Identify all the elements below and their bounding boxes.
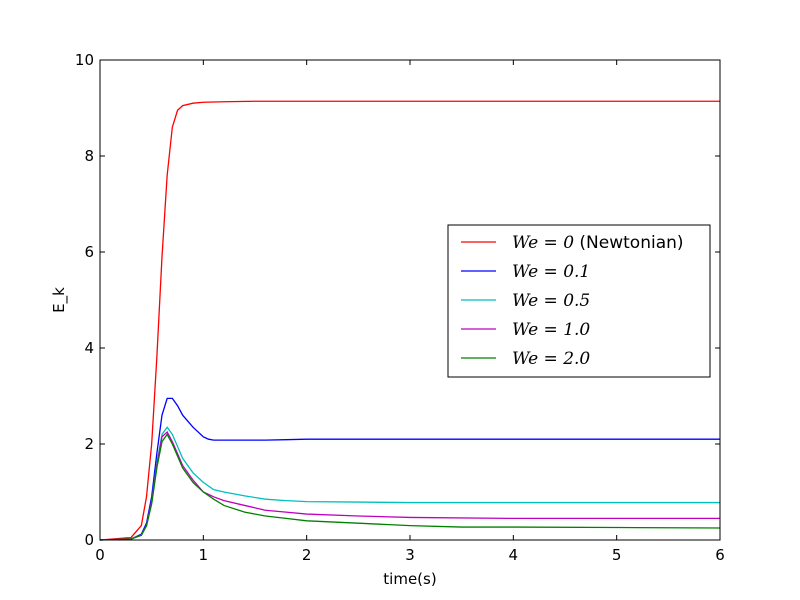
axis-tick-labels: 0 1 2 3 4 5 6 0 2 4 6 8 10 [75,51,725,564]
x-tick-label: 0 [95,546,105,564]
legend-label-0: We = 0 (Newtonian) [512,233,684,253]
x-tick-label: 1 [199,546,209,564]
legend-box [447,224,711,378]
legend-label-math-2: We = 0.5 [512,291,590,311]
series-line-3 [99,430,720,541]
legend-label-math-1: We = 0.1 [512,262,590,282]
x-tick-label: 4 [509,546,519,564]
y-tick-label: 10 [75,51,94,69]
y-tick-label: 6 [84,243,94,261]
x-tick-label: 2 [302,546,312,564]
y-tick-label: 2 [84,435,94,453]
legend-label-1: We = 0.1 [512,262,590,282]
y-tick-label: 8 [84,147,94,165]
plot-lines [99,100,721,541]
legend-label-suffix-0: (Newtonian) [574,233,684,253]
legend-label-math-0: We = 0 [512,233,574,253]
series-line-0 [99,100,720,541]
series-line-4 [99,433,721,541]
x-axis-title: time(s) [383,570,436,588]
x-tick-label: 5 [612,546,622,564]
legend-label-math-4: We = 2.0 [512,349,590,369]
axis-ticks [99,59,721,541]
legend-label-math-3: We = 1.0 [512,320,590,340]
legend: We = 0 (Newtonian) We = 0.1 We = 0.5 We = 1… [447,224,711,378]
legend-label-2: We = 0.5 [512,291,590,311]
x-tick-label: 6 [715,546,725,564]
x-tick-label: 3 [405,546,415,564]
legend-label-3: We = 1.0 [512,320,590,340]
y-axis-title: E_k [50,287,69,313]
legend-label-4: We = 2.0 [512,349,590,369]
series-line-2 [99,426,720,541]
y-tick-label: 4 [84,339,94,357]
y-tick-label: 0 [84,531,94,549]
